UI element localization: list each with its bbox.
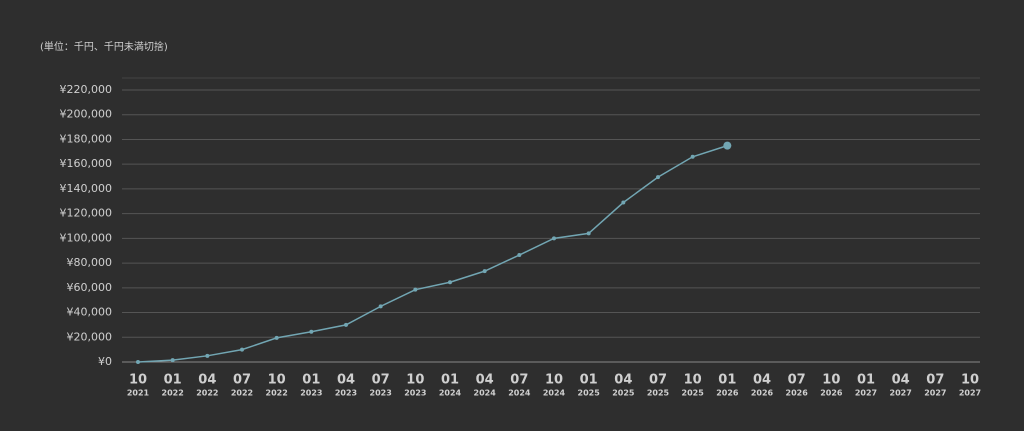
- x-tick-month: 07: [788, 373, 806, 388]
- point: [482, 269, 487, 274]
- x-tick-month: 07: [372, 373, 390, 388]
- x-tick-year: 2021: [127, 389, 150, 398]
- point: [413, 287, 418, 292]
- x-tick-month: 07: [233, 373, 251, 388]
- x-tick-year: 2025: [578, 389, 601, 398]
- y-tick-label: ¥120,000: [60, 207, 113, 220]
- point: [552, 236, 556, 241]
- x-tick-year: 2022: [196, 389, 218, 398]
- y-tick-label: ¥200,000: [60, 108, 113, 121]
- x-tick-month: 01: [302, 373, 320, 388]
- x-tick-month: 10: [406, 373, 424, 388]
- point: [274, 335, 279, 340]
- point: [690, 154, 695, 159]
- x-tick-year: 2023: [335, 389, 357, 398]
- point: [378, 304, 383, 309]
- point: [205, 353, 210, 358]
- y-tick-label: ¥40,000: [67, 306, 113, 319]
- x-tick-year: 2026: [716, 389, 739, 398]
- point: [448, 280, 452, 285]
- point: [656, 175, 660, 180]
- x-tick-year: 2022: [266, 389, 288, 398]
- x-tick-year: 2027: [924, 389, 946, 398]
- x-tick-year: 2022: [231, 389, 253, 398]
- point: [136, 360, 140, 364]
- point: [723, 141, 732, 150]
- x-tick-year: 2022: [162, 389, 184, 398]
- x-tick-month: 04: [198, 373, 216, 388]
- x-tick-year: 2027: [890, 389, 912, 398]
- y-tick-label: ¥0: [98, 355, 112, 368]
- x-tick-month: 04: [476, 373, 494, 388]
- x-tick-month: 07: [926, 373, 944, 388]
- x-tick-year: 2027: [959, 389, 981, 398]
- x-tick-year: 2026: [820, 389, 843, 398]
- y-tick-label: ¥100,000: [60, 231, 113, 244]
- x-tick-month: 01: [580, 373, 598, 388]
- x-tick-year: 2025: [612, 389, 635, 398]
- chart-subtitle: (単位：千円、千円未満切捨): [40, 40, 168, 53]
- x-tick-month: 01: [857, 373, 875, 388]
- x-tick-year: 2023: [404, 389, 426, 398]
- x-tick-year: 2025: [682, 389, 705, 398]
- point: [309, 329, 314, 334]
- line-series: [137, 144, 728, 363]
- x-tick-year: 2024: [543, 389, 566, 398]
- x-tick-month: 10: [545, 373, 563, 388]
- x-tick-year: 2026: [751, 389, 774, 398]
- x-tick-year: 2023: [370, 389, 392, 398]
- x-tick-month: 10: [961, 373, 979, 388]
- point: [170, 358, 175, 363]
- x-tick-month: 04: [614, 373, 632, 388]
- x-tick-month: 04: [892, 373, 910, 388]
- x-tick-month: 07: [510, 373, 528, 388]
- x-tick-year: 2027: [855, 389, 877, 398]
- y-tick-label: ¥160,000: [60, 157, 113, 170]
- x-tick-year: 2024: [474, 389, 497, 398]
- x-tick-month: 01: [718, 373, 736, 388]
- point: [517, 253, 522, 258]
- y-tick-label: ¥220,000: [60, 83, 113, 96]
- y-tick-label: ¥140,000: [60, 182, 113, 195]
- x-tick-year: 2024: [508, 389, 531, 398]
- y-tick-label: ¥20,000: [67, 330, 113, 343]
- x-tick-month: 10: [822, 373, 840, 388]
- point: [586, 231, 591, 236]
- x-tick-year: 2024: [439, 389, 462, 398]
- x-tick-month: 10: [684, 373, 702, 388]
- x-tick-year: 2025: [647, 389, 670, 398]
- x-tick-month: 10: [129, 373, 147, 388]
- x-tick-month: 04: [753, 373, 771, 388]
- point: [621, 200, 626, 205]
- point: [240, 347, 244, 352]
- x-tick-month: 07: [649, 373, 667, 388]
- x-tick-month: 01: [441, 373, 459, 388]
- y-tick-label: ¥80,000: [67, 256, 113, 269]
- x-tick-month: 10: [268, 373, 286, 388]
- point: [344, 322, 348, 327]
- y-tick-label: ¥60,000: [67, 281, 113, 294]
- x-tick-year: 2026: [786, 389, 809, 398]
- x-tick-month: 01: [164, 373, 182, 388]
- y-tick-label: ¥180,000: [60, 132, 113, 145]
- x-tick-month: 04: [337, 373, 355, 388]
- x-tick-year: 2023: [300, 389, 322, 398]
